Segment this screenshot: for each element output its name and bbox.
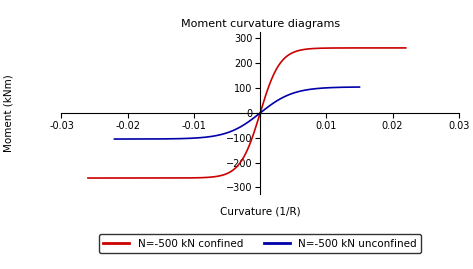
Y-axis label: Moment (kNm): Moment (kNm) — [4, 74, 14, 152]
Title: Moment curvature diagrams: Moment curvature diagrams — [181, 19, 340, 29]
Legend: N=-500 kN confined, N=-500 kN unconfined: N=-500 kN confined, N=-500 kN unconfined — [99, 234, 421, 253]
X-axis label: Curvature (1/R): Curvature (1/R) — [220, 207, 300, 217]
